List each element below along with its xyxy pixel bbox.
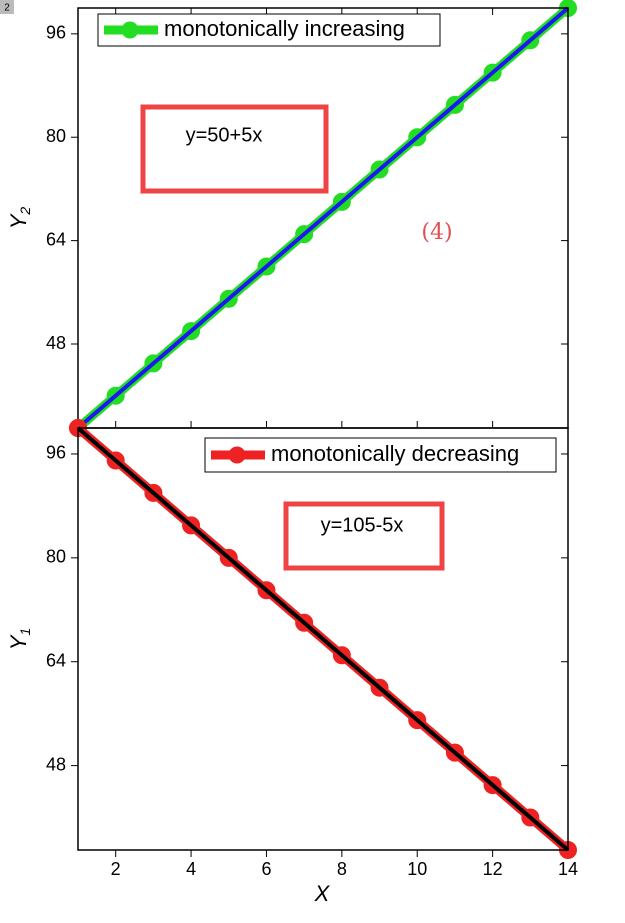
legend-label: monotonically decreasing [271,441,519,466]
x-tick-label: 6 [261,859,271,879]
y-axis-label-main: Y [6,213,31,229]
y-axis-label: Y2 [6,207,33,230]
legend-marker [121,21,139,39]
x-tick-label: 12 [483,859,503,879]
x-tick-label: 14 [558,859,578,879]
y-axis-label-main: Y [6,634,31,650]
layer-label: 2 [4,3,10,14]
x-tick-label: 8 [337,859,347,879]
y-tick-label: 80 [46,126,66,146]
y-tick-label: 96 [46,443,66,463]
annotation-box [283,501,445,571]
annotation: y=105-5x [321,514,404,536]
y-tick-label: 80 [46,547,66,567]
y-axis-label-sub: 2 [17,207,33,216]
y-axis-label-sub: 1 [17,628,33,636]
annotation: (4) [421,220,452,245]
annotation: y=50+5x [186,124,263,146]
y-tick-label: 48 [46,754,66,774]
fit-line [76,426,570,852]
y-tick-label: 64 [46,650,66,670]
x-tick-label: 4 [186,859,196,879]
y-tick-label: 48 [46,333,66,353]
x-axis-label: X [314,881,331,906]
plot-frame [77,427,569,851]
x-tick-label: 10 [407,859,427,879]
y-axis-label: Y1 [6,628,33,650]
y-tick-label: 64 [46,229,66,249]
fit-line [76,6,570,430]
y-tick-label: 96 [46,23,66,43]
x-tick-label: 2 [111,859,121,879]
annotation-box [140,104,329,194]
legend-label: monotonically increasing [164,16,405,41]
legend-marker [228,446,246,464]
layer-badge [0,0,14,14]
